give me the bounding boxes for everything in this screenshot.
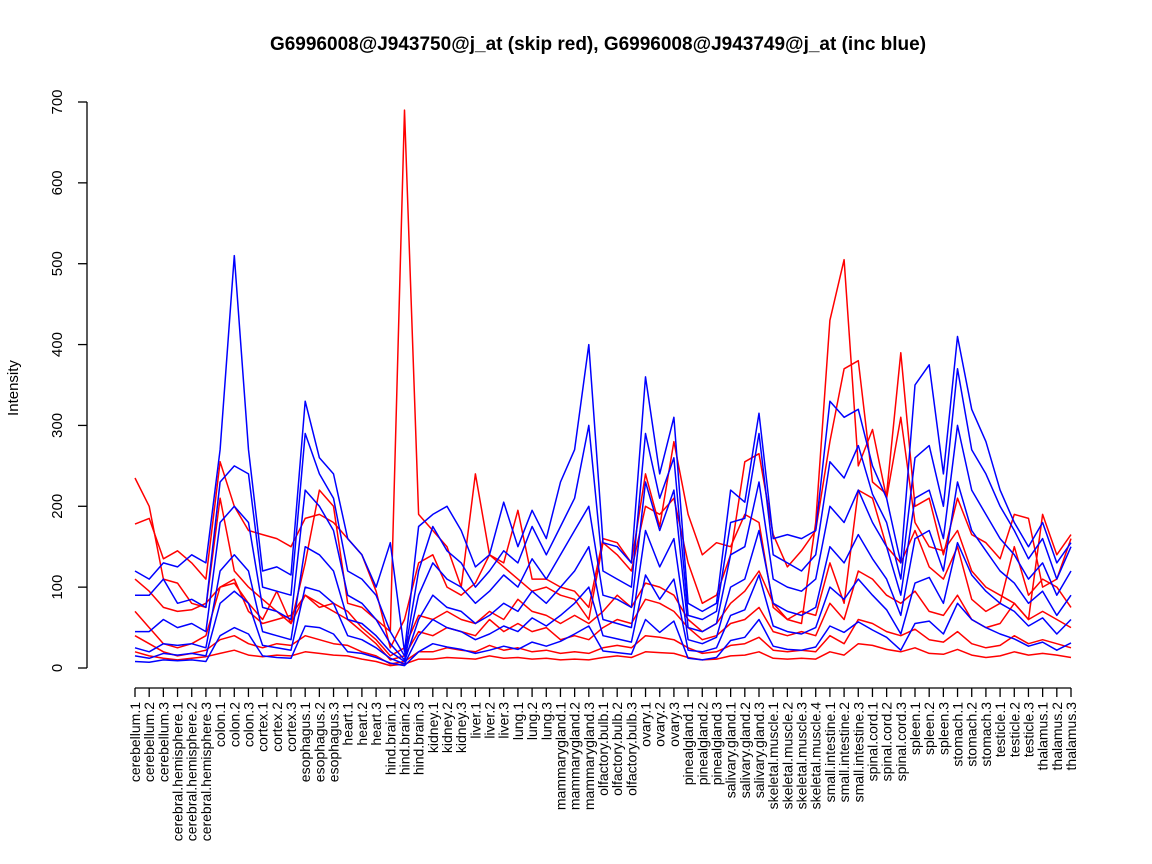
x-tick-label: spinal.cord.1 xyxy=(864,702,880,782)
series-line-skip-4 xyxy=(134,570,1072,661)
x-tick-label: skeletal.muscle.4 xyxy=(808,702,824,810)
x-tick-label: spinal.cord.2 xyxy=(879,702,895,782)
x-tick-label: ovary.1 xyxy=(638,702,654,747)
y-tick-label: 600 xyxy=(49,170,66,195)
y-tick-label: 400 xyxy=(49,332,66,357)
x-tick-label: liver.3 xyxy=(496,702,512,739)
plot-lines xyxy=(134,109,1072,667)
x-tick-label: salivary.gland.2 xyxy=(737,702,753,798)
x-tick-label: heart.1 xyxy=(340,702,356,746)
x-tick-label: spleen.3 xyxy=(935,702,951,755)
x-tick-label: spleen.2 xyxy=(921,702,937,755)
x-tick-label: cerebral.hemisphere.3 xyxy=(198,702,214,842)
x-tick-label: spleen.1 xyxy=(907,702,923,755)
x-tick-label: testicle.1 xyxy=(992,702,1008,757)
x-tick-label: skeletal.muscle.1 xyxy=(765,702,781,810)
series-line-inc-3 xyxy=(135,424,1072,661)
x-tick-label: pinealgland.3 xyxy=(708,702,724,786)
x-tick-label: cerebellum.2 xyxy=(141,702,157,782)
y-axis-label: Intensity xyxy=(5,360,22,416)
x-tick-label: stomach.1 xyxy=(950,702,966,767)
x-tick-label: small.intestine.1 xyxy=(822,702,838,803)
x-tick-label: stomach.2 xyxy=(964,702,980,767)
x-tick-label: mammarygland.2 xyxy=(567,702,583,810)
x-tick-label: cortex.3 xyxy=(283,702,299,752)
x-tick-label: colon.1 xyxy=(212,702,228,747)
x-tick-label: lung.3 xyxy=(538,702,554,740)
x-tick-label: hind.brain.2 xyxy=(396,702,412,775)
x-tick-label: colon.2 xyxy=(226,702,242,747)
x-tick-label: cerebellum.3 xyxy=(155,702,171,782)
series-line-inc-4 xyxy=(134,481,1072,663)
series-line-inc-2 xyxy=(135,368,1072,657)
x-tick-label: thalamus.1 xyxy=(1035,702,1051,771)
x-tick-label: salivary.gland.1 xyxy=(723,702,739,798)
x-tick-label: liver.1 xyxy=(467,702,483,739)
series-line-skip-3 xyxy=(134,489,1072,657)
series-line-inc-5 xyxy=(134,541,1072,665)
x-tick-label: thalamus.3 xyxy=(1063,702,1079,771)
x-tick-label: esophagus.3 xyxy=(326,702,342,782)
y-tick-label: 100 xyxy=(49,575,66,600)
chart-title: G6996008@J943750@j_at (skip red), G69960… xyxy=(270,34,926,55)
x-tick-label: thalamus.2 xyxy=(1049,702,1065,771)
x-tick-label: olfactory.bulb.2 xyxy=(609,702,625,796)
x-tick-label: olfactory.bulb.3 xyxy=(623,702,639,796)
y-tick-label: 0 xyxy=(49,664,66,672)
x-tick-label: hind.brain.1 xyxy=(382,702,398,775)
x-tick-label: pinealgland.2 xyxy=(694,702,710,786)
x-axis: cerebellum.1cerebellum.2cerebellum.3cere… xyxy=(127,687,1079,842)
x-tick-label: liver.2 xyxy=(482,702,498,739)
x-tick-label: lung.1 xyxy=(510,702,526,740)
x-tick-label: cerebral.hemisphere.2 xyxy=(184,702,200,842)
series-line-inc-6 xyxy=(134,602,1072,667)
x-tick-label: testicle.2 xyxy=(1006,702,1022,757)
x-tick-label: skeletal.muscle.2 xyxy=(779,702,795,810)
x-tick-label: spinal.cord.3 xyxy=(893,702,909,782)
y-tick-label: 500 xyxy=(49,251,66,276)
x-tick-label: lung.2 xyxy=(524,702,540,740)
x-tick-label: pinealgland.1 xyxy=(680,702,696,786)
x-tick-label: cerebral.hemisphere.1 xyxy=(170,702,186,842)
x-tick-label: salivary.gland.3 xyxy=(751,702,767,798)
x-tick-label: ovary.2 xyxy=(652,702,668,747)
series-line-skip-2 xyxy=(134,351,1072,649)
y-tick-label: 300 xyxy=(49,413,66,438)
x-tick-label: cerebellum.1 xyxy=(127,702,143,782)
x-tick-label: kidney.1 xyxy=(425,702,441,753)
y-tick-label: 700 xyxy=(49,89,66,114)
x-tick-label: heart.2 xyxy=(354,702,370,746)
x-tick-label: kidney.3 xyxy=(453,702,469,753)
x-tick-label: testicle.3 xyxy=(1020,702,1036,757)
x-tick-label: skeletal.muscle.3 xyxy=(794,702,810,810)
y-axis: 0 100 200 300 400 500 600 700 xyxy=(49,89,88,672)
x-tick-label: esophagus.2 xyxy=(311,702,327,782)
x-tick-label: cortex.2 xyxy=(269,702,285,752)
x-tick-label: small.intestine.2 xyxy=(836,702,852,803)
x-tick-label: colon.3 xyxy=(240,702,256,747)
x-tick-label: olfactory.bulb.1 xyxy=(595,702,611,796)
x-tick-label: cortex.1 xyxy=(255,702,271,752)
x-tick-label: esophagus.1 xyxy=(297,702,313,782)
series-line-inc-1 xyxy=(134,254,1072,653)
x-tick-label: small.intestine.3 xyxy=(850,702,866,803)
x-tick-label: hind.brain.3 xyxy=(411,702,427,775)
x-tick-label: stomach.3 xyxy=(978,702,994,767)
x-tick-label: kidney.2 xyxy=(439,702,455,753)
series-line-skip-5 xyxy=(134,618,1072,665)
x-tick-label: mammarygland.1 xyxy=(552,702,568,810)
series-line-skip-6 xyxy=(134,642,1072,667)
x-tick-label: heart.3 xyxy=(368,702,384,746)
x-tick-label: ovary.3 xyxy=(666,702,682,747)
y-tick-label: 200 xyxy=(49,494,66,519)
x-tick-label: mammarygland.3 xyxy=(581,702,597,810)
